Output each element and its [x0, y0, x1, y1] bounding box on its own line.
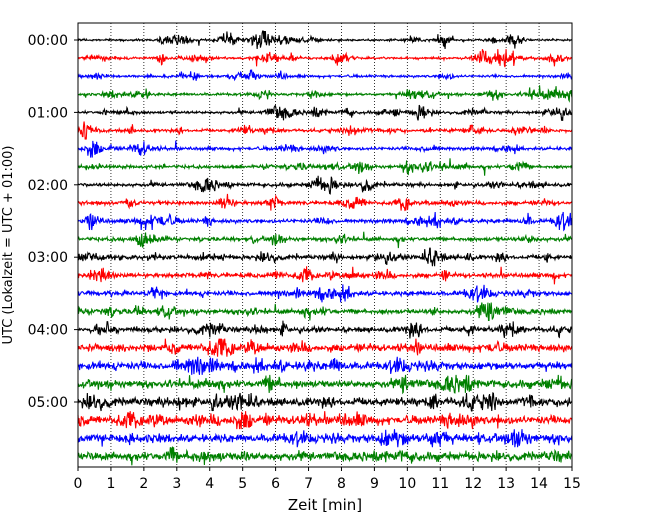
- trace-75min: [77, 121, 573, 140]
- x-tick-label-15: 15: [563, 476, 581, 492]
- x-tick-label-8: 8: [337, 476, 346, 492]
- y-tick-label-0200: 02:00: [28, 178, 68, 194]
- x-tick-label-13: 13: [497, 476, 515, 492]
- trace-330min: [77, 429, 573, 448]
- trace-165min: [77, 231, 573, 249]
- trace-240min: [77, 320, 573, 339]
- x-axis-label: Zeit [min]: [288, 496, 362, 514]
- trace-315min: [77, 411, 573, 430]
- trace-105min: [77, 158, 573, 176]
- trace-210min: [77, 284, 573, 303]
- trace-90min: [77, 140, 573, 158]
- trace-150min: [77, 211, 573, 232]
- x-tick-label-5: 5: [238, 476, 247, 492]
- x-tick-label-2: 2: [139, 476, 148, 492]
- x-tick-label-12: 12: [464, 476, 482, 492]
- seismic-traces: [77, 30, 573, 466]
- trace-225min: [77, 302, 573, 322]
- trace-180min: [77, 247, 573, 267]
- trace-45min: [77, 85, 573, 103]
- trace-120min: [77, 175, 573, 195]
- y-tick-label-0000: 00:00: [28, 33, 68, 49]
- y-tick-label-0400: 04:00: [28, 323, 68, 339]
- trace-345min: [77, 446, 573, 466]
- x-tick-label-6: 6: [271, 476, 280, 492]
- trace-60min: [77, 104, 573, 121]
- y-tick-label-0100: 01:00: [28, 105, 68, 121]
- trace-195min: [77, 266, 573, 285]
- x-axis-ticks: 0 1 2 3 4 5 6 7 8 9 10 11 12 13 14 15: [74, 467, 581, 492]
- x-tick-label-9: 9: [370, 476, 379, 492]
- x-tick-label-3: 3: [172, 476, 181, 492]
- y-tick-label-0300: 03:00: [28, 250, 68, 266]
- x-tick-label-7: 7: [304, 476, 313, 492]
- plot-frame: [77, 22, 573, 468]
- x-tick-label-14: 14: [530, 476, 548, 492]
- trace-135min: [77, 193, 573, 212]
- trace-0min: [77, 30, 573, 50]
- trace-300min: [77, 392, 573, 412]
- trace-30min: [77, 68, 573, 82]
- trace-270min: [77, 356, 573, 375]
- x-tick-label-0: 0: [74, 476, 83, 492]
- x-tick-label-1: 1: [106, 476, 115, 492]
- trace-15min: [78, 48, 573, 68]
- trace-255min: [77, 338, 573, 357]
- x-tick-label-10: 10: [398, 476, 416, 492]
- y-tick-label-0500: 05:00: [28, 395, 68, 411]
- x-tick-label-11: 11: [431, 476, 449, 492]
- trace-285min: [77, 374, 573, 395]
- y-axis-label: UTC (Lokalzeit = UTC + 01:00): [1, 146, 16, 345]
- vertical-gridlines: [110, 23, 540, 467]
- y-axis-ticks: 00:00 01:00 02:00 03:00 04:00 05:00: [28, 33, 78, 411]
- x-tick-label-4: 4: [205, 476, 214, 492]
